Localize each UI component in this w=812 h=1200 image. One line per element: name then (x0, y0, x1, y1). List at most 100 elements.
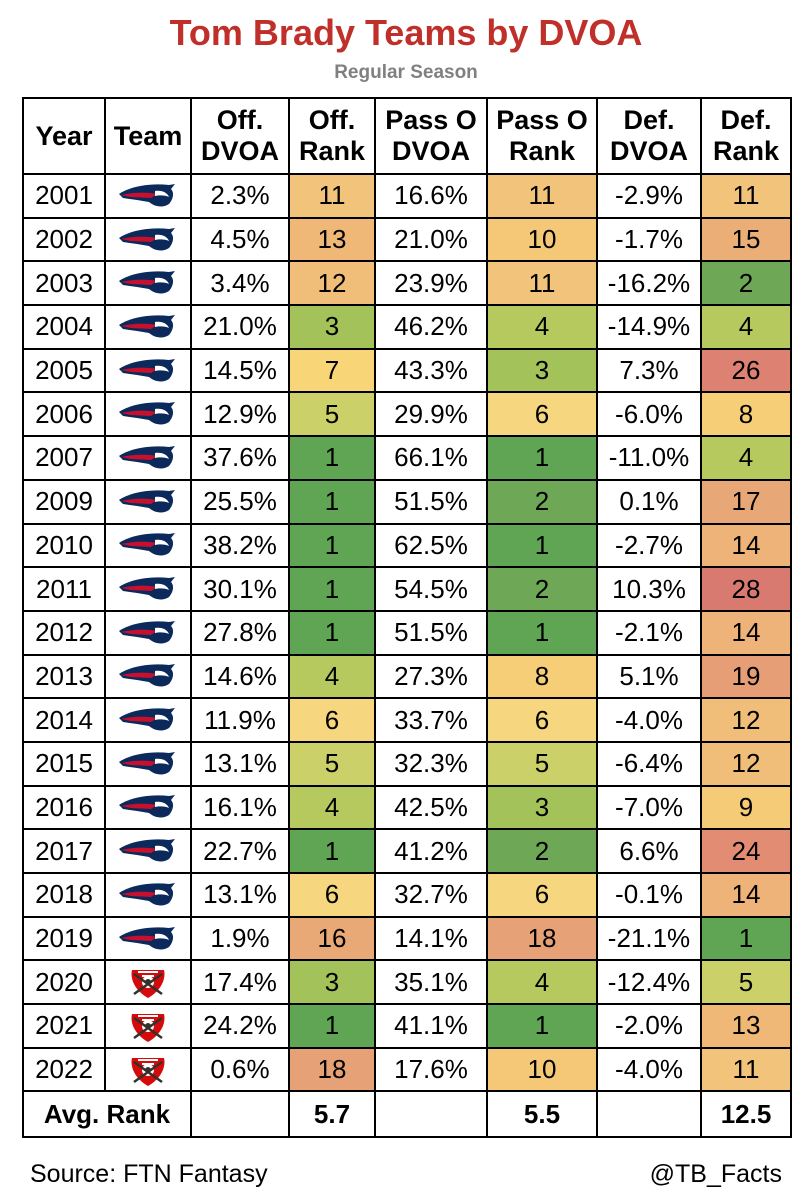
cell-off-rank: 1 (288, 609, 376, 656)
cell-off-rank: 1 (288, 1003, 376, 1049)
cell-pass-dvoa: 35.1% (374, 959, 488, 1006)
header-pass-rank: Pass O Rank (486, 97, 598, 175)
cell-def-dvoa: 10.3% (596, 566, 702, 612)
cell-off-dvoa: 3.4% (190, 260, 290, 307)
cell-def-dvoa: -2.0% (596, 1003, 702, 1049)
cell-year: 2018 (22, 872, 106, 918)
patriots-logo-icon (106, 750, 190, 778)
cell-pass-rank: 5 (486, 740, 598, 787)
cell-off-dvoa: 17.4% (190, 959, 290, 1006)
cell-pass-rank: 1 (486, 609, 598, 656)
table-row: 2010 38.2% 1 62.5% 1 -2.7% 14 (22, 522, 792, 569)
cell-def-rank: 2 (700, 260, 792, 307)
cell-def-dvoa: -7.0% (596, 784, 702, 831)
cell-year: 2021 (22, 1003, 106, 1049)
cell-off-dvoa: 1.9% (190, 915, 290, 962)
average-row: Avg. Rank 5.7 5.5 12.5 (22, 1090, 792, 1139)
cell-off-rank: 5 (288, 740, 376, 787)
cell-team-logo (104, 872, 192, 918)
cell-off-rank: 3 (288, 959, 376, 1006)
average-pass-dvoa-empty (374, 1090, 488, 1139)
cell-pass-rank: 1 (486, 435, 598, 481)
table-row: 2020 17.4% 3 35.1% 4 -12.4% 5 (22, 959, 792, 1006)
cell-team-logo (104, 609, 192, 656)
handle-text: @TB_Facts (649, 1160, 782, 1188)
patriots-logo-icon (106, 837, 190, 865)
patriots-logo-icon (106, 357, 190, 385)
average-def-dvoa-empty (596, 1090, 702, 1139)
cell-def-dvoa: -6.4% (596, 740, 702, 787)
cell-pass-dvoa: 27.3% (374, 653, 488, 700)
cell-off-dvoa: 27.8% (190, 609, 290, 656)
cell-pass-rank: 2 (486, 566, 598, 612)
table-row: 2013 14.6% 4 27.3% 8 5.1% 19 (22, 653, 792, 700)
cell-def-rank: 17 (700, 478, 792, 525)
cell-year: 2013 (22, 653, 106, 700)
cell-pass-rank: 18 (486, 915, 598, 962)
patriots-logo-icon (106, 444, 190, 472)
cell-off-rank: 1 (288, 566, 376, 612)
cell-year: 2007 (22, 435, 106, 481)
cell-off-rank: 3 (288, 304, 376, 350)
cell-year: 2006 (22, 391, 106, 438)
cell-pass-dvoa: 66.1% (374, 435, 488, 481)
cell-def-dvoa: -21.1% (596, 915, 702, 962)
cell-def-rank: 13 (700, 1003, 792, 1049)
cell-off-dvoa: 38.2% (190, 522, 290, 569)
buccaneers-logo-icon (106, 1008, 190, 1044)
cell-def-dvoa: 5.1% (596, 653, 702, 700)
cell-off-rank: 18 (288, 1046, 376, 1093)
header-def-dvoa: Def. DVOA (596, 97, 702, 175)
cell-off-dvoa: 21.0% (190, 304, 290, 350)
table-row: 2011 30.1% 1 54.5% 2 10.3% 28 (22, 566, 792, 612)
patriots-logo-icon (106, 793, 190, 821)
cell-year: 2005 (22, 347, 106, 394)
cell-off-rank: 1 (288, 478, 376, 525)
patriots-logo-icon (106, 226, 190, 254)
cell-pass-dvoa: 54.5% (374, 566, 488, 612)
cell-pass-dvoa: 51.5% (374, 609, 488, 656)
cell-def-dvoa: -4.0% (596, 1046, 702, 1093)
cell-off-dvoa: 24.2% (190, 1003, 290, 1049)
cell-year: 2011 (22, 566, 106, 612)
cell-pass-dvoa: 43.3% (374, 347, 488, 394)
cell-pass-rank: 3 (486, 347, 598, 394)
cell-def-rank: 24 (700, 828, 792, 874)
cell-pass-dvoa: 14.1% (374, 915, 488, 962)
cell-pass-rank: 4 (486, 959, 598, 1006)
header-year: Year (22, 97, 106, 175)
cell-def-rank: 1 (700, 915, 792, 962)
cell-team-logo (104, 435, 192, 481)
cell-def-dvoa: -0.1% (596, 872, 702, 918)
cell-year: 2001 (22, 173, 106, 219)
cell-team-logo (104, 260, 192, 307)
cell-year: 2014 (22, 697, 106, 743)
header-pass-dvoa: Pass O DVOA (374, 97, 488, 175)
cell-year: 2015 (22, 740, 106, 787)
cell-off-rank: 6 (288, 697, 376, 743)
cell-pass-dvoa: 41.1% (374, 1003, 488, 1049)
table-row: 2001 2.3% 11 16.6% 11 -2.9% 11 (22, 173, 792, 219)
cell-pass-dvoa: 21.0% (374, 216, 488, 263)
cell-off-dvoa: 22.7% (190, 828, 290, 874)
cell-year: 2004 (22, 304, 106, 350)
cell-pass-dvoa: 16.6% (374, 173, 488, 219)
table-row: 2014 11.9% 6 33.7% 6 -4.0% 12 (22, 697, 792, 743)
cell-pass-dvoa: 32.3% (374, 740, 488, 787)
patriots-logo-icon (106, 269, 190, 297)
buccaneers-logo-icon (106, 1052, 190, 1088)
cell-off-rank: 1 (288, 828, 376, 874)
cell-off-dvoa: 13.1% (190, 740, 290, 787)
table-row: 2018 13.1% 6 32.7% 6 -0.1% 14 (22, 872, 792, 918)
patriots-logo-icon (106, 531, 190, 559)
cell-def-rank: 14 (700, 609, 792, 656)
patriots-logo-icon (106, 575, 190, 603)
cell-pass-rank: 2 (486, 478, 598, 525)
cell-off-dvoa: 30.1% (190, 566, 290, 612)
cell-def-dvoa: -1.7% (596, 216, 702, 263)
cell-team-logo (104, 216, 192, 263)
cell-off-rank: 7 (288, 347, 376, 394)
table-row: 2012 27.8% 1 51.5% 1 -2.1% 14 (22, 609, 792, 656)
cell-def-rank: 5 (700, 959, 792, 1006)
cell-def-rank: 28 (700, 566, 792, 612)
